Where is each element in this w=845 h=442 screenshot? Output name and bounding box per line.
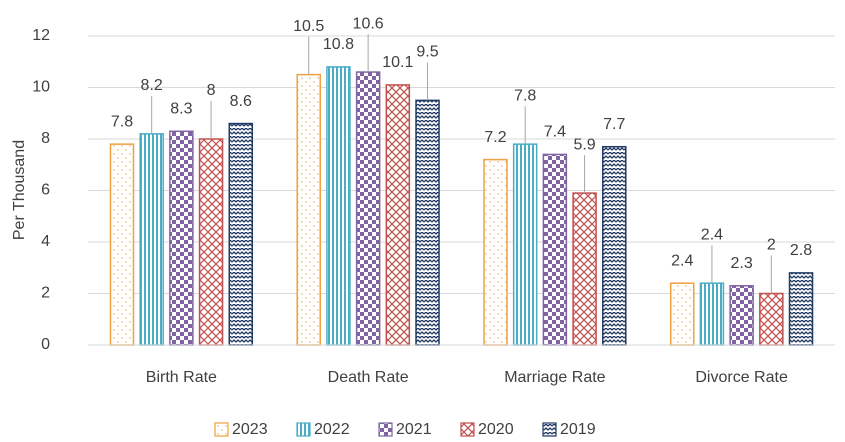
- bar: [699, 282, 725, 346]
- bar: [326, 66, 351, 346]
- data-label: 7.7: [603, 116, 625, 133]
- bar: [385, 84, 411, 346]
- bar: [296, 73, 321, 346]
- bar: [759, 292, 784, 346]
- y-tick-label: 10: [32, 79, 50, 96]
- y-tick-label: 12: [32, 27, 50, 44]
- x-tick-label: Marriage Rate: [504, 369, 605, 386]
- y-tick-label: 0: [41, 336, 50, 353]
- data-label: 2.4: [701, 226, 723, 243]
- bar: [512, 143, 538, 346]
- data-label: 10.8: [323, 36, 354, 53]
- bar: [572, 192, 597, 346]
- legend-swatch: [214, 422, 229, 437]
- bar: [355, 71, 381, 346]
- bar: [542, 153, 568, 346]
- data-label: 8.2: [141, 77, 163, 94]
- data-label: 9.5: [416, 44, 438, 61]
- data-label: 7.2: [484, 129, 506, 146]
- data-label: 10.1: [382, 54, 413, 71]
- bar: [139, 133, 164, 346]
- bar: [602, 145, 627, 346]
- data-label: 2.8: [790, 242, 812, 259]
- x-tick-label: Death Rate: [328, 369, 409, 386]
- data-label: 5.9: [573, 136, 595, 153]
- bar: [788, 272, 814, 346]
- data-label: 7.8: [514, 87, 536, 104]
- legend-swatch: [460, 422, 475, 437]
- data-label: 2.4: [671, 252, 693, 269]
- data-label: 7.8: [111, 113, 133, 130]
- y-tick-label: 8: [41, 130, 50, 147]
- legend-label: 2020: [478, 421, 514, 438]
- x-tick-label: Birth Rate: [146, 369, 217, 386]
- legend-swatch: [378, 422, 393, 437]
- y-tick-label: 6: [41, 182, 50, 199]
- legend-label: 2019: [560, 421, 596, 438]
- bar: [669, 282, 695, 346]
- data-label: 2: [767, 237, 776, 254]
- bar: [415, 99, 440, 346]
- data-label: 10.6: [353, 15, 384, 32]
- legend-label: 2022: [314, 421, 350, 438]
- y-tick-label: 4: [41, 233, 50, 250]
- bar: [198, 138, 224, 346]
- bar: [169, 130, 194, 346]
- data-label: 10.5: [293, 18, 324, 35]
- bar: [228, 122, 254, 346]
- data-label: 8.6: [230, 93, 252, 110]
- bar: [729, 285, 754, 346]
- y-axis-title: Per Thousand: [11, 140, 28, 240]
- data-label: 8: [207, 82, 216, 99]
- data-label: 7.4: [544, 124, 566, 141]
- legend-swatch: [542, 422, 557, 437]
- legend-swatch: [296, 422, 311, 437]
- y-tick-label: 2: [41, 285, 50, 302]
- data-label: 2.3: [731, 255, 753, 272]
- data-label: 8.3: [170, 100, 192, 117]
- bar: [483, 158, 508, 346]
- x-tick-label: Divorce Rate: [695, 369, 788, 386]
- legend-label: 2021: [396, 421, 432, 438]
- legend-label: 2023: [232, 421, 268, 438]
- bar: [109, 143, 135, 346]
